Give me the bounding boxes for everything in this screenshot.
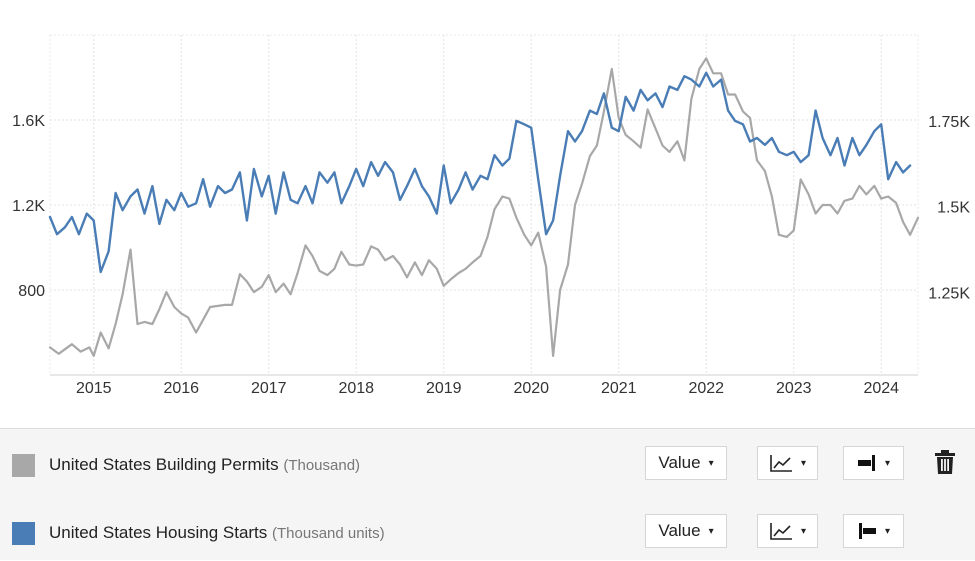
series-unit: (Thousand units) <box>272 525 385 542</box>
x-tick-label: 2020 <box>513 380 549 397</box>
caret-down-icon: ▾ <box>708 525 714 537</box>
right-y-tick-label: 1.25K <box>928 286 970 303</box>
chart-type-dropdown[interactable]: ▾ <box>757 446 818 480</box>
caret-down-icon: ▾ <box>800 525 807 537</box>
series-unit: (Thousand) <box>283 457 361 474</box>
series-name: United States Housing Starts (Thousand u… <box>49 523 385 543</box>
series-line-building-permits <box>48 57 920 357</box>
series-color-swatch[interactable] <box>12 454 35 477</box>
axis-right-icon <box>857 455 875 471</box>
caret-down-icon: ▾ <box>800 457 807 469</box>
axis-dropdown[interactable]: ▾ <box>843 446 904 480</box>
caret-down-icon: ▾ <box>884 525 891 537</box>
right-y-tick-label: 1.5K <box>937 200 970 217</box>
series-line-housing-starts <box>48 71 912 274</box>
series-color-swatch[interactable] <box>12 522 35 545</box>
x-tick-label: 2021 <box>601 380 637 397</box>
x-tick-label: 2023 <box>776 380 812 397</box>
x-tick-label: 2015 <box>76 380 112 397</box>
caret-down-icon: ▾ <box>708 457 714 469</box>
x-tick-label: 2022 <box>688 380 724 397</box>
x-tick-label: 2018 <box>338 380 374 397</box>
value-dropdown-label: Value <box>658 453 701 472</box>
axis-left-icon <box>858 523 876 539</box>
x-tick-label: 2024 <box>863 380 899 397</box>
line-chart-icon <box>770 523 792 540</box>
series-name-label: United States Building Permits <box>49 455 279 474</box>
left-y-tick-label: 1.6K <box>12 113 45 130</box>
legend-row-housing-starts: United States Housing Starts (Thousand u… <box>0 505 975 561</box>
value-dropdown-label: Value <box>658 521 701 540</box>
caret-down-icon: ▾ <box>884 457 891 469</box>
value-dropdown[interactable]: Value ▾ <box>645 446 727 480</box>
line-chart: 2015 2016 2017 2018 2019 2020 2021 2022 2023 2024… <box>12 34 970 397</box>
x-tick-label: 2017 <box>251 380 287 397</box>
chart-area: 2015 2016 2017 2018 2019 2020 2021 2022 2023 2024… <box>12 34 971 397</box>
line-chart-icon <box>770 455 792 472</box>
x-tick-label: 2016 <box>163 380 199 397</box>
left-y-tick-label: 800 <box>18 283 45 300</box>
right-y-tick-label: 1.75K <box>928 114 970 131</box>
trash-icon <box>935 450 955 474</box>
left-y-tick-label: 1.2K <box>12 198 45 215</box>
delete-series-button[interactable] <box>934 449 958 477</box>
legend-panel: United States Building Permits (Thousand… <box>0 428 975 560</box>
series-name: United States Building Permits (Thousand… <box>49 455 360 475</box>
axis-dropdown[interactable]: ▾ <box>843 514 904 548</box>
legend-row-building-permits: United States Building Permits (Thousand… <box>0 437 975 493</box>
x-tick-label: 2019 <box>426 380 462 397</box>
series-name-label: United States Housing Starts <box>49 523 268 542</box>
value-dropdown[interactable]: Value ▾ <box>645 514 727 548</box>
chart-type-dropdown[interactable]: ▾ <box>757 514 818 548</box>
